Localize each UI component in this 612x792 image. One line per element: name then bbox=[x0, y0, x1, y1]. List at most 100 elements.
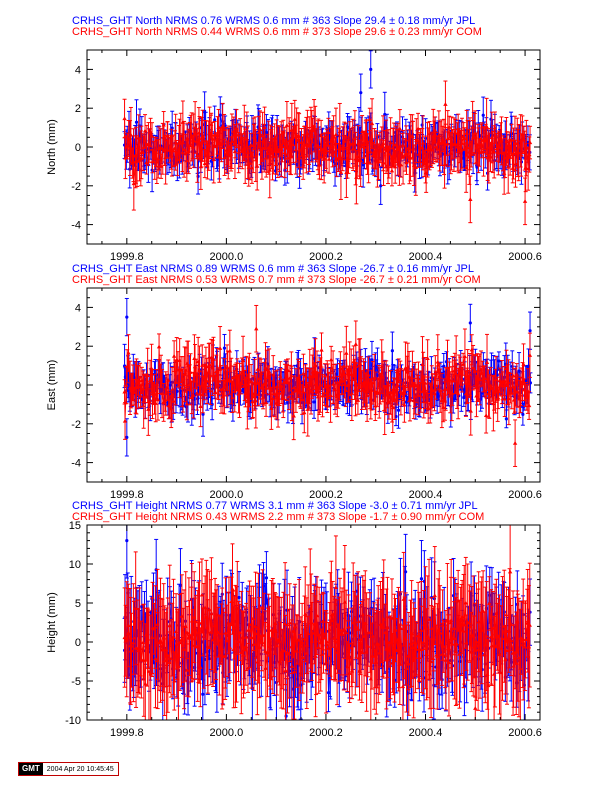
data-point-triangle bbox=[420, 145, 425, 149]
data-point-triangle bbox=[297, 155, 302, 160]
data-point-triangle bbox=[212, 132, 217, 137]
data-point-circle bbox=[134, 120, 139, 124]
data-point-triangle bbox=[492, 125, 498, 130]
data-point-triangle bbox=[484, 124, 489, 128]
data-point-triangle bbox=[280, 144, 285, 149]
data-point-triangle bbox=[386, 151, 392, 156]
data-point-triangle bbox=[242, 154, 248, 158]
data-point-triangle bbox=[254, 163, 260, 168]
data-point-circle bbox=[517, 369, 521, 373]
data-point-triangle bbox=[481, 149, 486, 153]
data-point-circle bbox=[312, 400, 316, 404]
data-point-circle bbox=[481, 113, 485, 117]
data-point-triangle bbox=[161, 122, 166, 127]
data-point-triangle bbox=[524, 145, 529, 150]
data-point-circle bbox=[175, 389, 179, 393]
data-point-triangle bbox=[178, 133, 183, 138]
data-point-triangle bbox=[397, 126, 403, 131]
data-point-triangle bbox=[211, 157, 216, 162]
data-point-triangle bbox=[362, 145, 367, 149]
data-point-circle bbox=[390, 349, 394, 353]
data-point-circle bbox=[504, 362, 508, 366]
data-point-triangle bbox=[204, 378, 210, 383]
data-point-triangle bbox=[124, 382, 129, 387]
data-point-circle bbox=[504, 417, 508, 421]
data-point-circle bbox=[442, 364, 446, 368]
data-point-triangle bbox=[415, 126, 421, 131]
data-point-circle bbox=[510, 364, 514, 369]
data-point-triangle bbox=[423, 157, 428, 162]
data-point-triangle bbox=[229, 395, 235, 400]
data-point-triangle bbox=[227, 348, 233, 353]
data-point-triangle bbox=[334, 157, 339, 162]
data-point-triangle bbox=[165, 133, 170, 138]
data-point-triangle bbox=[131, 390, 137, 394]
data-point-triangle bbox=[180, 150, 185, 155]
chart-panel-1: CRHS_GHT North NRMS 0.76 WRMS 0.6 mm # 3… bbox=[46, 15, 542, 263]
data-point-triangle bbox=[262, 125, 267, 129]
data-point-circle bbox=[369, 67, 373, 71]
data-point-triangle bbox=[197, 136, 202, 140]
data-point-triangle bbox=[432, 127, 438, 132]
data-point-circle bbox=[383, 112, 387, 117]
data-point-triangle bbox=[506, 164, 511, 169]
data-point-triangle bbox=[459, 141, 465, 145]
data-point-triangle bbox=[194, 371, 199, 376]
data-point-triangle bbox=[413, 165, 419, 170]
data-point-triangle bbox=[519, 152, 524, 157]
data-point-triangle bbox=[337, 129, 342, 134]
y-tick-label: 2 bbox=[75, 103, 81, 115]
data-point-triangle bbox=[155, 397, 161, 402]
data-point-triangle bbox=[221, 127, 227, 131]
x-tick-label: 2000.4 bbox=[409, 251, 443, 263]
data-point-triangle bbox=[284, 123, 290, 127]
data-point-triangle bbox=[420, 140, 426, 145]
data-point-triangle bbox=[213, 390, 218, 394]
data-point-circle bbox=[497, 359, 501, 363]
legend-entry-ff0000: CRHS_GHT East NRMS 0.53 WRMS 0.7 mm # 37… bbox=[72, 274, 481, 286]
data-point-triangle bbox=[296, 134, 302, 138]
data-point-triangle bbox=[388, 140, 393, 145]
data-point-triangle bbox=[518, 138, 523, 143]
data-point-triangle bbox=[169, 392, 175, 396]
data-point-triangle bbox=[202, 161, 208, 166]
data-point-triangle bbox=[283, 151, 288, 156]
data-point-triangle bbox=[160, 146, 165, 151]
data-point-triangle bbox=[398, 162, 404, 167]
data-point-triangle bbox=[191, 392, 196, 397]
data-point-circle bbox=[462, 395, 466, 400]
data-point-triangle bbox=[501, 170, 507, 175]
data-point-triangle bbox=[156, 344, 162, 349]
data-point-triangle bbox=[358, 158, 363, 163]
data-point-triangle bbox=[202, 138, 207, 143]
data-point-triangle bbox=[131, 181, 137, 186]
data-point-triangle bbox=[344, 134, 349, 138]
data-point-triangle bbox=[267, 167, 272, 172]
data-point-triangle bbox=[331, 134, 336, 138]
data-point-triangle bbox=[207, 362, 212, 367]
data-point-triangle bbox=[317, 162, 322, 167]
data-point-triangle bbox=[216, 382, 221, 387]
data-point-triangle bbox=[410, 134, 415, 138]
data-point-triangle bbox=[324, 148, 329, 153]
data-point-triangle bbox=[166, 377, 171, 382]
y-tick-label: -4 bbox=[71, 220, 81, 232]
data-point-triangle bbox=[218, 387, 224, 392]
data-point-triangle bbox=[389, 168, 395, 173]
data-point-triangle bbox=[468, 197, 473, 201]
data-point-circle bbox=[125, 315, 129, 319]
y-axis-label: North (mm) bbox=[46, 119, 58, 175]
legend-entry-0000ff: CRHS_GHT East NRMS 0.89 WRMS 0.6 mm # 36… bbox=[72, 263, 474, 275]
data-point-triangle bbox=[170, 148, 176, 153]
data-point-triangle bbox=[138, 156, 144, 160]
data-point-circle bbox=[222, 346, 227, 350]
data-point-triangle bbox=[229, 139, 235, 143]
data-point-triangle bbox=[400, 154, 406, 159]
data-point-triangle bbox=[333, 132, 339, 137]
y-tick-label: -2 bbox=[71, 181, 81, 193]
data-point-triangle bbox=[338, 170, 344, 174]
data-point-triangle bbox=[462, 136, 467, 141]
series-com bbox=[122, 80, 533, 226]
data-point-triangle bbox=[479, 138, 485, 142]
